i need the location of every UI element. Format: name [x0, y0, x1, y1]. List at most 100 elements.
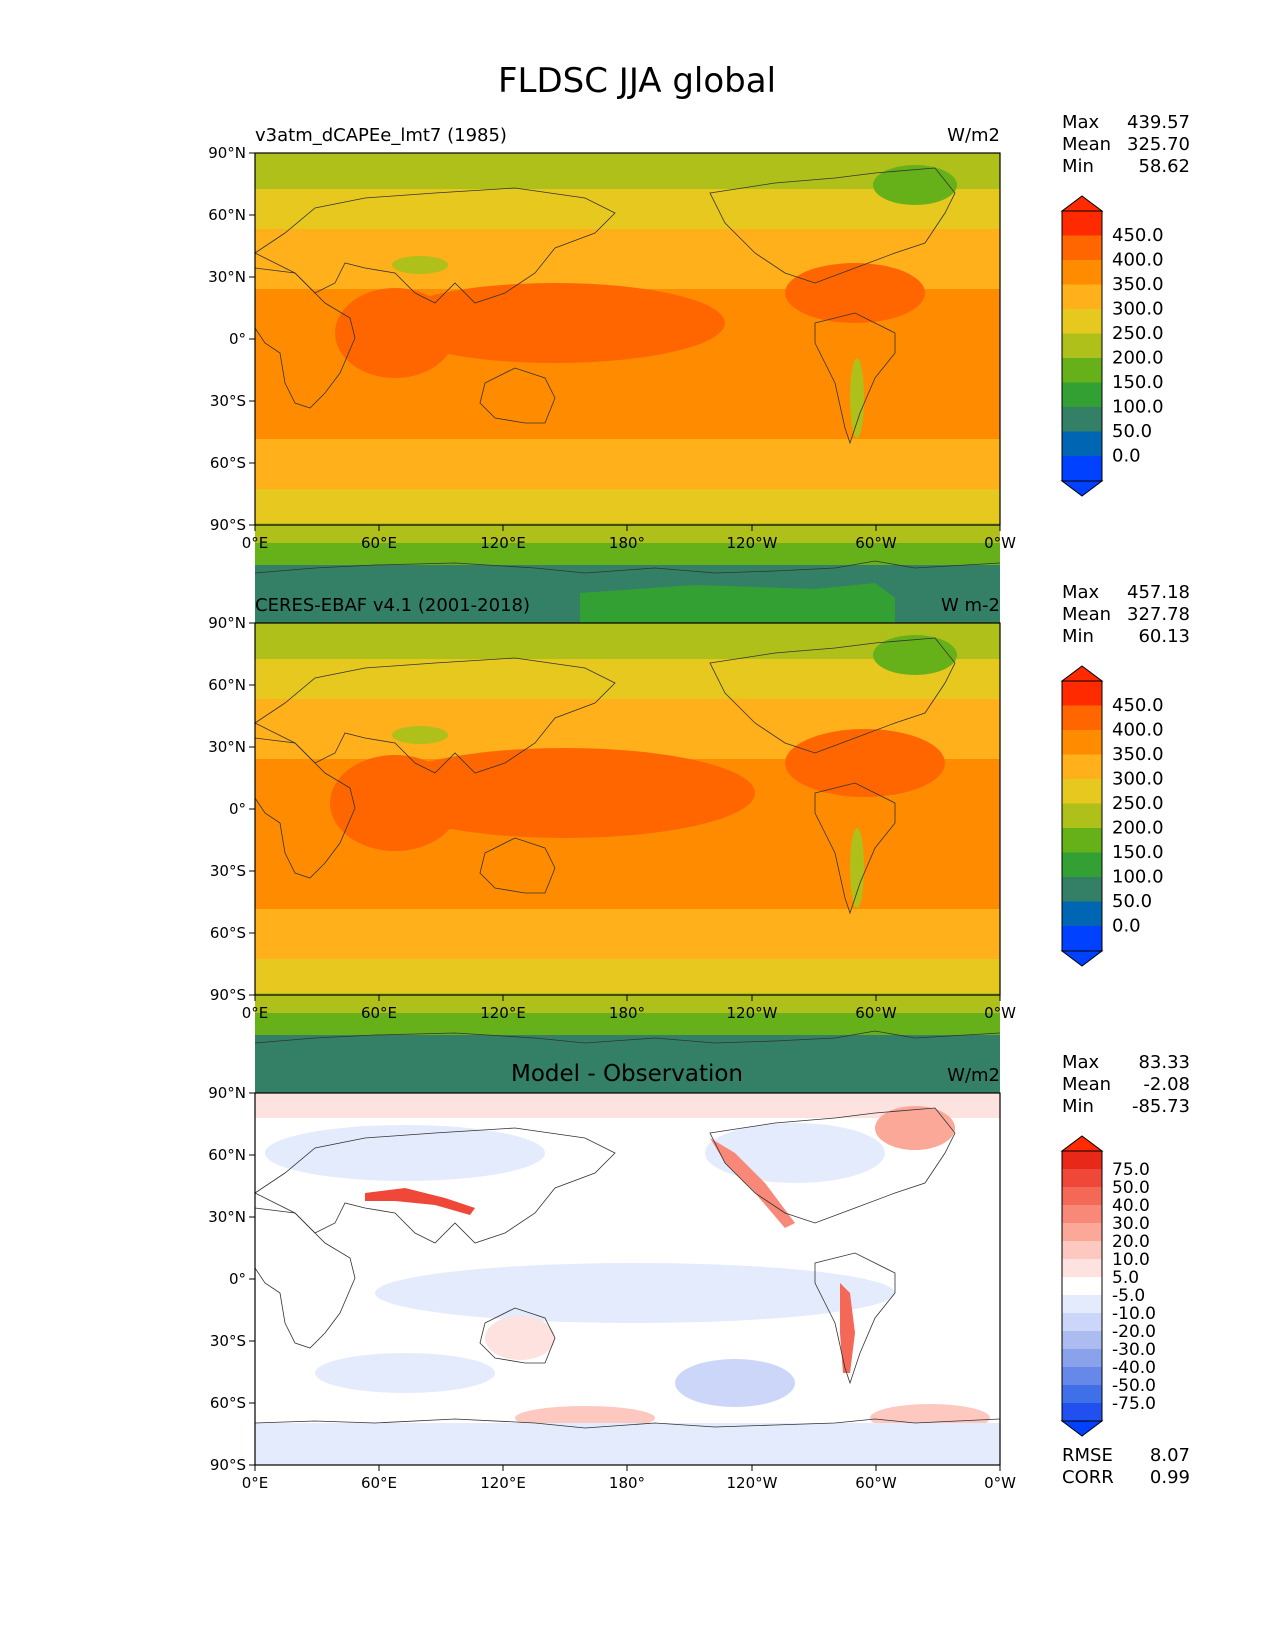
coast-australia	[479, 837, 556, 894]
coast-eurasia	[254, 187, 616, 304]
panel-center-title: Model - Observation	[511, 1061, 743, 1087]
lon-tick: 0°W	[984, 1004, 1016, 1022]
lon-tick: 180°	[609, 1474, 645, 1492]
colorbar-extend-top	[1060, 195, 1104, 212]
coast-antarctica	[254, 1418, 1001, 1429]
stat-value: 457.18	[1127, 582, 1190, 603]
stat-label: Mean	[1062, 1074, 1111, 1095]
lat-tick: 30°S	[210, 392, 246, 410]
diff-south-pacific-blue	[675, 1359, 795, 1407]
andes-low	[850, 828, 864, 908]
pacific-warm-pool	[375, 748, 755, 838]
lat-tick: 60°S	[210, 1394, 246, 1412]
band-north-high	[255, 189, 1000, 229]
panel-units: W/m2	[947, 1065, 1000, 1086]
diff-australia-red	[485, 1316, 555, 1360]
colorbar-segment	[1062, 901, 1102, 926]
band-south-high	[255, 959, 1000, 993]
diff-south-indian-blue	[315, 1353, 495, 1393]
colorbar-extend-bottom	[1060, 480, 1104, 497]
colorbar-tick: 50.0	[1112, 1178, 1150, 1198]
lat-tick: 60°N	[208, 206, 246, 224]
colorbar-segment	[1062, 852, 1102, 877]
lon-tick: 120°E	[480, 534, 526, 552]
lat-axis: 90°N 60°N 30°N 0° 30°S 60°S 90°S	[208, 614, 255, 1004]
coast-africa	[254, 267, 356, 409]
colorbar: 75.0 50.0 40.0 30.0 20.0 10.0 5.0 -5.0 -…	[1060, 1135, 1156, 1437]
stat-label: Max	[1062, 1052, 1100, 1073]
lon-axis: 0°E 60°E 120°E 180° 120°W 60°W 0°W	[242, 525, 1016, 552]
lon-tick: 180°	[609, 534, 645, 552]
coast-africa	[254, 1207, 356, 1349]
colorbar-tick: 200.0	[1112, 348, 1164, 369]
colorbar-segment	[1062, 1277, 1102, 1295]
lon-axis: 0°E 60°E 120°E 180° 120°W 60°W 0°W	[242, 995, 1016, 1022]
band-south-mid	[255, 909, 1000, 959]
stat-label: Max	[1062, 112, 1100, 133]
colorbar-segment	[1062, 1385, 1102, 1403]
map-field	[255, 1093, 1000, 1465]
band-south-mid	[255, 439, 1000, 489]
colorbar-segment	[1062, 730, 1102, 755]
colorbar-tick: 450.0	[1112, 225, 1164, 246]
pacific-warm-pool	[385, 283, 725, 363]
lon-tick: 0°W	[984, 534, 1016, 552]
diff-andes-red	[840, 1283, 855, 1373]
lon-tick: 60°W	[855, 1004, 897, 1022]
stat-label: Mean	[1062, 604, 1111, 625]
lon-tick: 120°E	[480, 1474, 526, 1492]
coast-north-america	[709, 1107, 956, 1224]
band-antarctic-coast	[255, 543, 1000, 565]
diff-greenland-red	[875, 1106, 955, 1150]
stat-label: Min	[1062, 626, 1094, 647]
band-antarctic	[255, 1035, 1000, 1095]
lon-tick: 120°W	[727, 1474, 778, 1492]
stat-value: 327.78	[1127, 604, 1190, 625]
panel-reference: CERES-EBAF v4.1 (2001-2018) W m-2	[208, 582, 1190, 1095]
map-field	[255, 153, 1000, 625]
coast-antarctica	[254, 1030, 1001, 1044]
colorbar-ticks: 75.0 50.0 40.0 30.0 20.0 10.0 5.0 -5.0 -…	[1112, 1160, 1156, 1414]
colorbar-tick: 75.0	[1112, 1160, 1150, 1180]
greenland-low	[873, 165, 957, 205]
colorbar-tick: 300.0	[1112, 299, 1164, 320]
panel-test: v3atm_dCAPEe_lmt7 (1985) W/m2	[208, 112, 1190, 625]
colorbar-tick: 400.0	[1112, 250, 1164, 271]
lon-tick: 60°E	[361, 534, 397, 552]
colorbar-segment	[1062, 358, 1102, 383]
colorbar-segment	[1062, 1295, 1102, 1313]
colorbar-tick: 100.0	[1112, 867, 1164, 888]
stat-value: 60.13	[1138, 626, 1190, 647]
colorbar-tick: 50.0	[1112, 891, 1152, 912]
corr-value: 0.99	[1150, 1467, 1190, 1488]
colorbar-ticks: 450.0 400.0 350.0 300.0 250.0 200.0 150.…	[1112, 695, 1164, 937]
rmse-label: RMSE	[1062, 1445, 1113, 1466]
colorbar-tick: -75.0	[1112, 1394, 1156, 1414]
colorbar-extend-top	[1060, 1135, 1104, 1152]
diff-arctic	[255, 1093, 1000, 1118]
lat-tick: 30°N	[208, 1208, 246, 1226]
colorbar: 450.0 400.0 350.0 300.0 250.0 200.0 150.…	[1060, 665, 1164, 967]
rmse-value: 8.07	[1150, 1445, 1190, 1466]
lon-tick: 60°E	[361, 1474, 397, 1492]
stats: Max 457.18 Mean 327.78 Min 60.13	[1062, 582, 1190, 647]
colorbar-tick: 100.0	[1112, 397, 1164, 418]
figure-title: FLDSC JJA global	[498, 61, 776, 101]
extra-stats: RMSE 8.07 CORR 0.99	[1062, 1445, 1190, 1488]
band-southern-ocean	[255, 993, 1000, 1013]
band-antarctic-coast	[255, 1013, 1000, 1035]
colorbar-segment	[1062, 235, 1102, 260]
colorbar-segment	[1062, 1151, 1102, 1169]
lat-tick: 30°N	[208, 268, 246, 286]
panel-left-title: CERES-EBAF v4.1 (2001-2018)	[255, 595, 530, 616]
panel-units: W/m2	[947, 125, 1000, 146]
colorbar-segment	[1062, 681, 1102, 706]
coast-australia	[479, 1307, 556, 1364]
colorbar-segment	[1062, 1403, 1102, 1421]
lat-tick: 0°	[229, 1270, 246, 1288]
colorbar-tick: 5.0	[1112, 1268, 1139, 1288]
colorbar-tick: -50.0	[1112, 1376, 1156, 1396]
lat-tick: 30°S	[210, 1332, 246, 1350]
coastlines	[254, 167, 1001, 574]
colorbar-tick: 40.0	[1112, 1196, 1150, 1216]
